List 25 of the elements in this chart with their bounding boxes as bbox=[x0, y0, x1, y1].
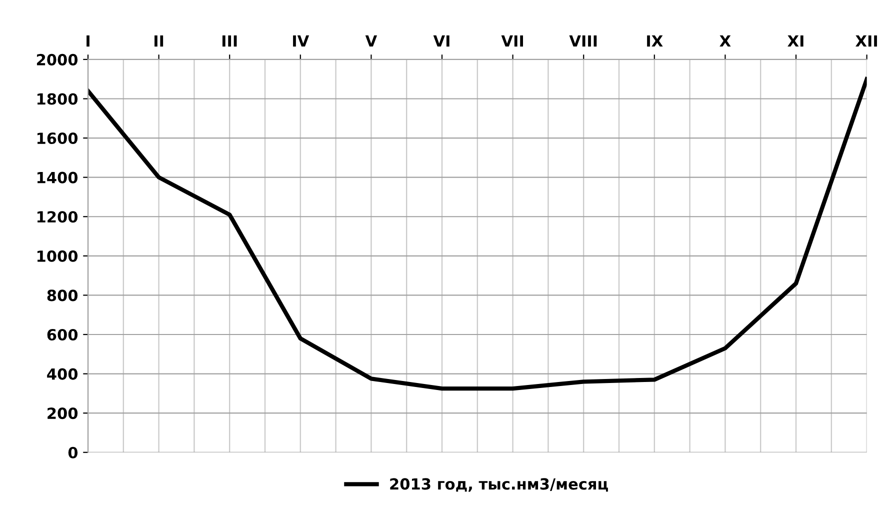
y-tick-label: 400 bbox=[47, 368, 78, 380]
line-series bbox=[88, 77, 867, 391]
y-tick-label: 800 bbox=[47, 290, 78, 302]
x-tick-label: X bbox=[720, 35, 731, 47]
y-tick-label: 1000 bbox=[37, 250, 78, 262]
y-tick-label: 600 bbox=[47, 328, 78, 341]
y-tick-label: 1200 bbox=[37, 211, 78, 223]
x-tick-label: VII bbox=[501, 35, 523, 47]
x-tick-label: VI bbox=[433, 35, 450, 47]
y-tick-label: 1600 bbox=[37, 132, 78, 144]
x-tick-label: V bbox=[365, 35, 378, 47]
x-tick-label: I bbox=[86, 35, 90, 47]
y-tick-label: 2000 bbox=[36, 54, 78, 66]
x-tick-label: III bbox=[222, 35, 237, 47]
x-tick-label: VIII bbox=[569, 35, 597, 47]
legend-label: 2013 год, тыс.нм3/месяц bbox=[390, 478, 608, 492]
x-tick-label: XI bbox=[788, 35, 804, 47]
x-tick-label: IV bbox=[293, 35, 310, 47]
x-tick-label: XII bbox=[856, 35, 877, 47]
y-tick-label: 1800 bbox=[37, 93, 78, 105]
y-tick-label: 0 bbox=[68, 446, 78, 458]
x-tick-label: IX bbox=[647, 35, 663, 47]
x-tick-label: II bbox=[154, 35, 164, 47]
y-tick-label: 1400 bbox=[37, 172, 78, 184]
y-tick-label: 200 bbox=[48, 408, 78, 420]
